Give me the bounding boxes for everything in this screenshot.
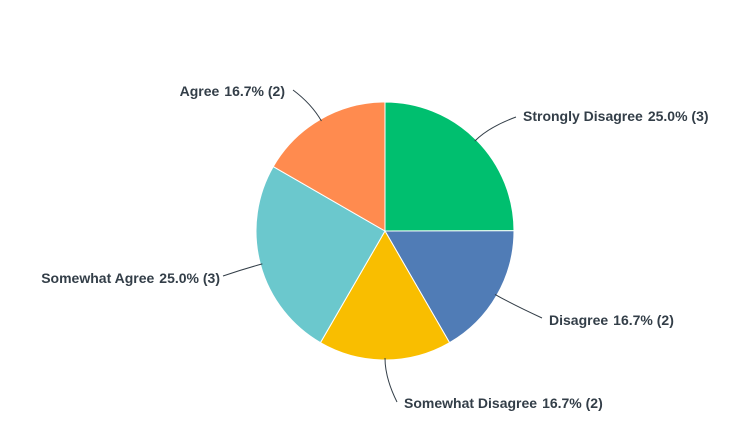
pie-slice — [384, 101, 515, 232]
leader-line — [292, 89, 322, 122]
value-label: 16.7% (2) — [224, 83, 285, 99]
slice-label: Strongly Disagree 25.0% (3) — [523, 108, 709, 124]
slice-label: Somewhat Agree 25.0% (3) — [41, 270, 220, 286]
leader-line — [494, 293, 543, 319]
category-label: Strongly Disagree — [523, 108, 643, 124]
slice-label: Agree 16.7% (2) — [180, 83, 285, 99]
category-label: Somewhat Agree — [41, 270, 154, 286]
leader-line — [222, 263, 263, 277]
category-label: Somewhat Disagree — [404, 395, 537, 411]
category-label: Agree — [180, 83, 220, 99]
category-label: Disagree — [549, 312, 608, 328]
value-label: 16.7% (2) — [542, 395, 603, 411]
value-label: 25.0% (3) — [159, 270, 220, 286]
value-label: 16.7% (2) — [613, 312, 674, 328]
leader-line — [384, 357, 398, 403]
value-label: 25.0% (3) — [648, 108, 709, 124]
slice-label: Somewhat Disagree 16.7% (2) — [404, 395, 603, 411]
leader-line — [474, 116, 517, 142]
slice-label: Disagree 16.7% (2) — [549, 312, 674, 328]
